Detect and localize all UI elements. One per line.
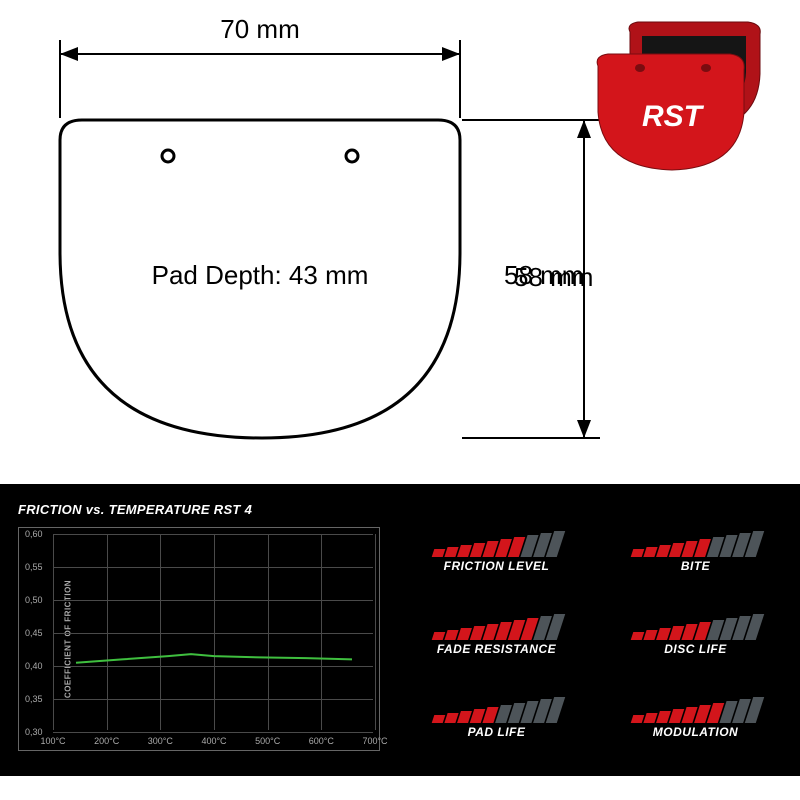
product-thumbnail: RST [580,12,780,177]
xtick-label: 400°C [201,736,226,746]
xtick-label: 500°C [255,736,280,746]
rating-bar-segment [431,549,445,557]
rating-disc-life: DISC LIFE [611,595,780,674]
rating-bar-segment [431,632,445,640]
rating-bar-segment [431,715,445,723]
xtick-label: 300°C [148,736,173,746]
chart-title: FRICTION vs. TEMPERATURE RST 4 [10,502,382,527]
rating-label: DISC LIFE [664,642,727,656]
ytick-label: 0,55 [25,562,43,572]
rating-bar-segment [643,713,657,723]
product-logo-text: RST [642,100,705,133]
ytick-label: 0,35 [25,694,43,704]
xtick-label: 600°C [309,736,334,746]
ytick-label: 0,50 [25,595,43,605]
rating-bar-segment [643,630,657,640]
rating-modulation: MODULATION [611,677,780,756]
rating-bar-segment [643,547,657,557]
rating-label: MODULATION [653,725,738,739]
rating-bar-segment [444,547,458,557]
rating-bar-segment [444,713,458,723]
rating-bar-segment [630,549,644,557]
rating-fade-resistance: FADE RESISTANCE [412,595,581,674]
ratings-grid: FRICTION LEVEL BITE FADE RESISTANCE DISC LI… [392,484,800,776]
ytick-label: 0,60 [25,529,43,539]
rating-bar-segment [630,715,644,723]
friction-chart: FRICTION vs. TEMPERATURE RST 4 COEFFICIE… [0,484,392,776]
width-dim-text: 70 mm [220,14,299,44]
rating-label: PAD LIFE [468,725,526,739]
rating-label: FADE RESISTANCE [437,642,556,656]
rating-label: FRICTION LEVEL [444,559,550,573]
chart-plot-area: COEFFICIENT OF FRICTION 0,600,550,500,45… [18,527,380,751]
height-dim-text2: 58 mm [514,262,593,292]
rating-bar-segment [630,632,644,640]
chart-line [53,534,375,732]
rating-friction-level: FRICTION LEVEL [412,512,581,591]
dimension-diagram: 70 mm Pad Depth: 43 mm 58 mm 58 mm [0,0,800,450]
ytick-label: 0,45 [25,628,43,638]
xtick-label: 200°C [94,736,119,746]
ytick-label: 0,40 [25,661,43,671]
pad-drawing-svg: 70 mm Pad Depth: 43 mm 58 mm 58 mm [0,0,620,470]
depth-text: Pad Depth: 43 mm [152,260,369,290]
xtick-label: 700°C [362,736,387,746]
rating-bite: BITE [611,512,780,591]
rating-pad-life: PAD LIFE [412,677,581,756]
xtick-label: 100°C [40,736,65,746]
rating-bar-segment [444,630,458,640]
performance-panel: FRICTION vs. TEMPERATURE RST 4 COEFFICIE… [0,484,800,776]
rating-label: BITE [681,559,710,573]
